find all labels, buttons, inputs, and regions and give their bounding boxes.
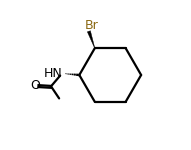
Text: HN: HN <box>44 67 62 80</box>
Polygon shape <box>87 31 95 48</box>
Text: Br: Br <box>85 19 99 32</box>
Text: O: O <box>30 79 40 92</box>
